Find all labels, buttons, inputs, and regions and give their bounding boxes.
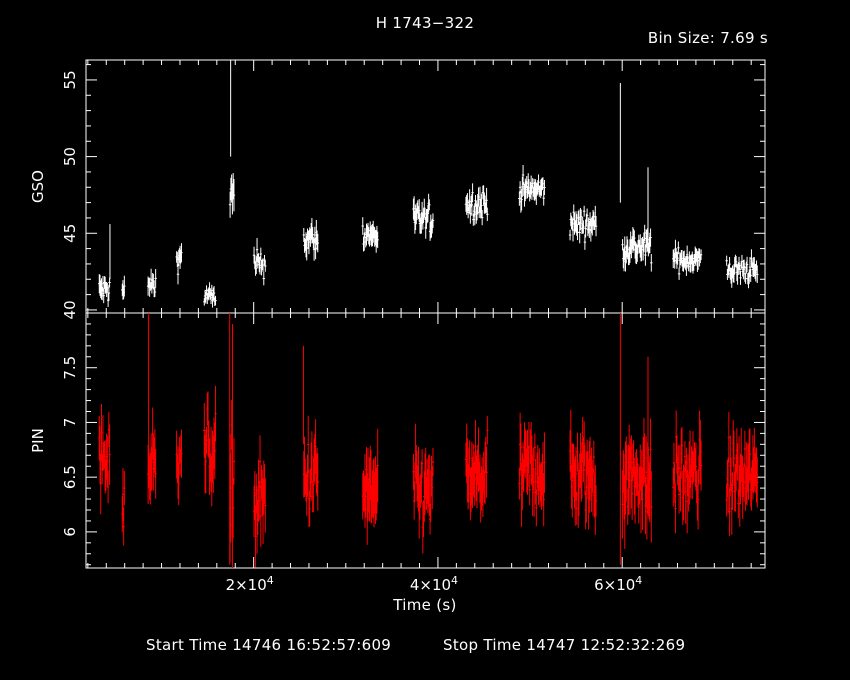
x-tick-label: 4×104 (410, 574, 458, 594)
pin-ytick-label: 6.5 (61, 465, 79, 489)
chart-title: H 1743−322 (375, 14, 475, 32)
stop-time-label: Stop Time 14747 12:52:32:269 (443, 636, 686, 654)
bin-size-label: Bin Size: 7.69 s (647, 29, 768, 47)
x-tick-label: 6×104 (594, 574, 642, 594)
gso-ylabel: GSO (29, 170, 47, 203)
pin-frame (85, 312, 766, 569)
gso-ytick-label: 50 (61, 147, 79, 166)
x-tick-label: 2×104 (226, 574, 274, 594)
x-axis-label: Time (s) (393, 596, 457, 614)
pin-ytick-label: 6 (61, 527, 79, 537)
gso-frame (85, 59, 766, 314)
gso-ytick-label: 45 (61, 224, 79, 243)
gso-ytick-label: 55 (61, 70, 79, 89)
gso-ytick-label: 40 (61, 300, 79, 319)
pin-ytick-label: 7 (61, 418, 79, 428)
pin-ylabel: PIN (29, 428, 47, 453)
start-time-label: Start Time 14746 16:52:57:609 (146, 636, 392, 654)
pin-ytick-label: 7.5 (61, 356, 79, 380)
